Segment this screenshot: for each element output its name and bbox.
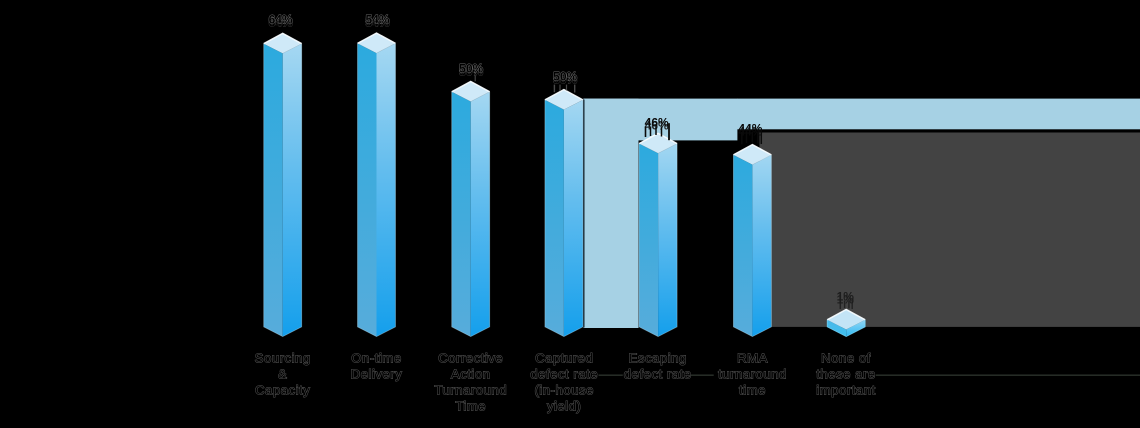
svg-text:1%: 1%: [837, 289, 855, 303]
svg-text:defect rate: defect rate: [624, 366, 692, 381]
svg-text:these are: these are: [816, 366, 876, 381]
svg-text:44%: 44%: [738, 125, 762, 139]
svg-text:50%: 50%: [553, 70, 577, 84]
svg-text:Escaping: Escaping: [629, 350, 687, 365]
svg-text:time: time: [739, 382, 766, 397]
svg-text:Delivery: Delivery: [351, 366, 403, 381]
svg-text:1%: 1%: [837, 292, 855, 306]
svg-text:Capacity: Capacity: [255, 382, 310, 397]
svg-text:64%: 64%: [269, 16, 293, 30]
svg-text:defect rate: defect rate: [530, 366, 598, 381]
svg-text:On-time: On-time: [351, 350, 401, 365]
svg-text:Sourcing: Sourcing: [255, 350, 311, 365]
svg-text:None of: None of: [821, 350, 871, 365]
svg-text:50%: 50%: [459, 62, 483, 76]
svg-text:Turnaround: Turnaround: [434, 382, 507, 397]
svg-text:46%: 46%: [645, 118, 669, 132]
svg-text:64%: 64%: [269, 13, 293, 27]
svg-text:turnaround: turnaround: [718, 366, 787, 381]
svg-text:46%: 46%: [645, 115, 669, 129]
svg-text:44%: 44%: [738, 122, 762, 136]
svg-text:yield): yield): [547, 398, 582, 413]
svg-text:Corrective: Corrective: [438, 350, 503, 365]
svg-text:Captured: Captured: [535, 350, 593, 365]
svg-text:50%: 50%: [553, 73, 577, 87]
svg-text:50%: 50%: [459, 65, 483, 79]
svg-text:&: &: [278, 366, 287, 381]
svg-text:54%: 54%: [365, 13, 389, 27]
svg-text:Time: Time: [455, 398, 486, 413]
svg-text:RMA: RMA: [737, 350, 768, 365]
svg-text:54%: 54%: [365, 16, 389, 30]
svg-text:(in-house: (in-house: [534, 382, 593, 397]
svg-text:Action: Action: [451, 366, 491, 381]
svg-text:important: important: [816, 382, 875, 397]
